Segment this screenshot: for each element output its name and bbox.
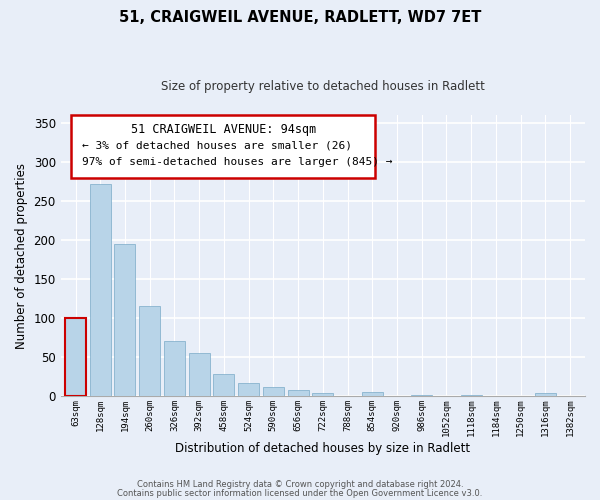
Bar	[287, 390, 308, 396]
Bar	[65, 318, 86, 396]
Bar	[362, 392, 383, 396]
FancyBboxPatch shape	[71, 115, 375, 178]
Bar	[263, 388, 284, 396]
Bar	[115, 244, 136, 396]
Title: Size of property relative to detached houses in Radlett: Size of property relative to detached ho…	[161, 80, 485, 93]
Bar	[214, 374, 235, 396]
Bar	[164, 342, 185, 396]
X-axis label: Distribution of detached houses by size in Radlett: Distribution of detached houses by size …	[175, 442, 470, 455]
Text: ← 3% of detached houses are smaller (26): ← 3% of detached houses are smaller (26)	[82, 140, 352, 150]
Text: 51, CRAIGWEIL AVENUE, RADLETT, WD7 7ET: 51, CRAIGWEIL AVENUE, RADLETT, WD7 7ET	[119, 10, 481, 25]
Text: Contains public sector information licensed under the Open Government Licence v3: Contains public sector information licen…	[118, 489, 482, 498]
Y-axis label: Number of detached properties: Number of detached properties	[15, 162, 28, 348]
Text: 51 CRAIGWEIL AVENUE: 94sqm: 51 CRAIGWEIL AVENUE: 94sqm	[131, 124, 316, 136]
Text: Contains HM Land Registry data © Crown copyright and database right 2024.: Contains HM Land Registry data © Crown c…	[137, 480, 463, 489]
Bar	[90, 184, 111, 396]
Bar	[313, 393, 334, 396]
Bar	[238, 383, 259, 396]
Text: 97% of semi-detached houses are larger (845) →: 97% of semi-detached houses are larger (…	[82, 157, 392, 167]
Bar	[188, 353, 209, 396]
Bar	[139, 306, 160, 396]
Bar	[535, 393, 556, 396]
